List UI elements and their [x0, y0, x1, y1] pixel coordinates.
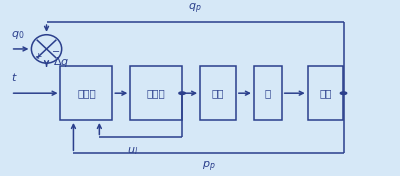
Text: $\Delta q$: $\Delta q$ — [52, 55, 69, 69]
Text: 控制器: 控制器 — [77, 88, 96, 98]
Circle shape — [340, 92, 347, 95]
Bar — [308, 66, 344, 120]
Circle shape — [179, 92, 185, 95]
Text: 电机: 电机 — [212, 88, 224, 98]
Text: $u_l$: $u_l$ — [127, 145, 138, 157]
Bar — [60, 66, 112, 120]
Bar — [200, 66, 236, 120]
Text: $q_0$: $q_0$ — [11, 29, 24, 41]
Text: 泵: 泵 — [265, 88, 271, 98]
Bar — [254, 66, 282, 120]
Text: +: + — [34, 52, 42, 61]
Text: $t$: $t$ — [11, 71, 17, 83]
Text: $p_p$: $p_p$ — [202, 160, 215, 174]
Text: −: − — [52, 47, 60, 57]
Text: 负载: 负载 — [319, 88, 332, 98]
Bar — [130, 66, 182, 120]
Text: 驱动器: 驱动器 — [147, 88, 166, 98]
Text: $q_p$: $q_p$ — [188, 1, 202, 16]
